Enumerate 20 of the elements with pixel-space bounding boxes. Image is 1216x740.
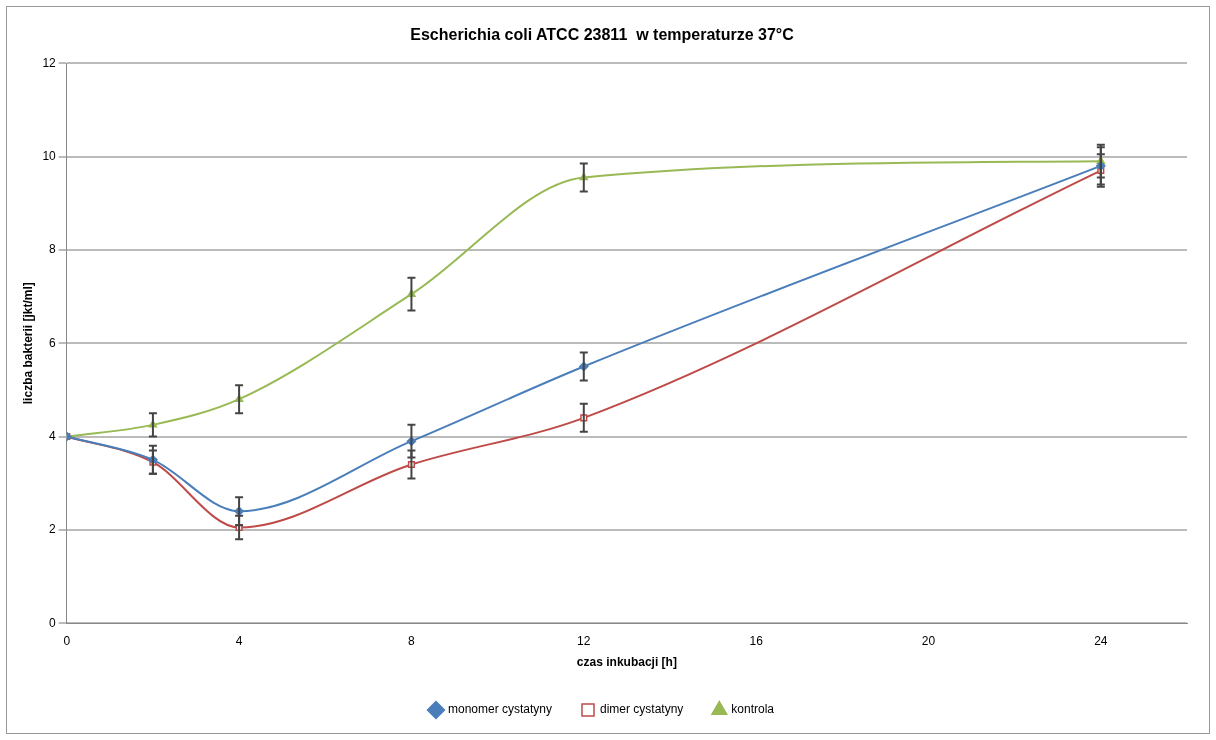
y-axis-title: liczba bakterii [jkt/ml] [20, 282, 35, 405]
y-tick-label: 10 [42, 148, 57, 163]
x-tick-label: 4 [235, 633, 243, 648]
x-tick-label: 0 [63, 633, 71, 648]
y-tick-label: 2 [49, 522, 57, 537]
legend-label: kontrola [731, 702, 775, 717]
legend-label: dimer cystatyny [599, 702, 684, 717]
x-tick-label: 20 [921, 633, 936, 648]
x-tick-label: 12 [577, 633, 591, 648]
y-tick-label: 6 [49, 335, 57, 350]
y-tick-label: 12 [42, 55, 57, 70]
x-axis-title: czas inkubacji [h] [576, 655, 677, 670]
chart-title: Escherichia coli ATCC 23811 w temperaturze 37°C [410, 26, 795, 44]
legend-label: monomer cystatyny [447, 702, 553, 717]
x-tick-label: 16 [749, 633, 764, 648]
x-tick-label: 8 [408, 633, 416, 648]
y-tick-label: 0 [49, 615, 57, 630]
y-tick-label: 8 [49, 242, 57, 257]
x-tick-label: 24 [1094, 633, 1108, 648]
y-tick-label: 4 [49, 428, 57, 443]
